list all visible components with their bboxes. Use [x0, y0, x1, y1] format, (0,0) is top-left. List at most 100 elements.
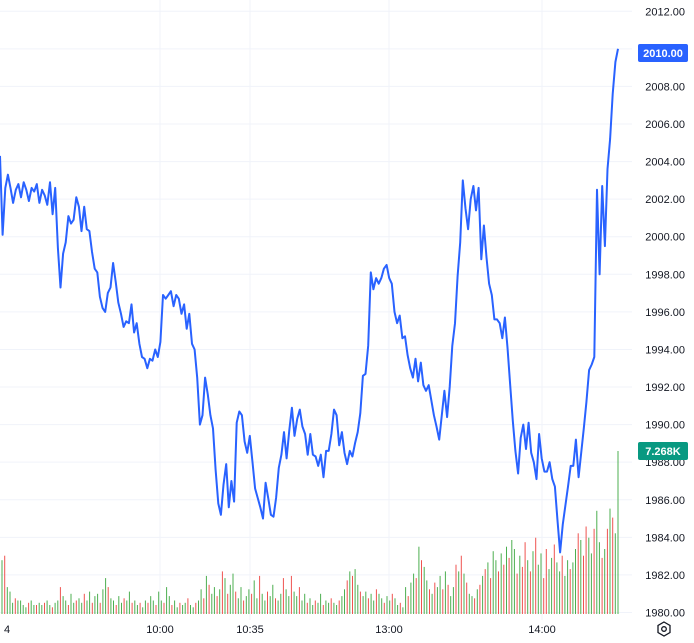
volume-bar: [423, 566, 425, 614]
volume-bar: [596, 510, 598, 614]
volume-bar: [296, 596, 298, 614]
volume-bar: [59, 587, 61, 614]
volume-bar: [174, 600, 176, 614]
volume-badge-text: 7.268K: [645, 446, 681, 458]
volume-bar: [57, 600, 59, 614]
volume-bar: [304, 593, 306, 614]
volume-bar: [78, 598, 80, 614]
volume-bar: [389, 600, 391, 614]
volume-bar: [150, 596, 152, 614]
price-badge-text: 2010.00: [643, 48, 683, 60]
volume-bar: [362, 596, 364, 614]
volume-bar: [357, 584, 359, 614]
volume-bar: [559, 571, 561, 614]
volume-bar: [490, 578, 492, 614]
volume-bar: [12, 602, 14, 614]
volume-bar: [418, 546, 420, 614]
volume-bar: [431, 593, 433, 614]
volume-bar: [487, 562, 489, 614]
volume-bar: [495, 560, 497, 614]
volume-bar: [91, 602, 93, 614]
volume-bar: [41, 605, 43, 614]
volume-bar: [452, 587, 454, 614]
volume-bar: [352, 575, 353, 614]
volume-bar: [229, 584, 231, 614]
volume-bar: [182, 605, 184, 614]
y-tick-label: 1988.00: [645, 457, 685, 469]
volume-bar: [413, 573, 415, 614]
volume-bar: [89, 591, 91, 614]
volume-bar: [442, 589, 444, 614]
volume-bar: [373, 600, 375, 614]
volume-bar: [598, 542, 600, 614]
y-tick-label: 1998.00: [645, 269, 685, 281]
y-tick-label: 2004.00: [645, 157, 685, 169]
volume-bar: [378, 593, 380, 614]
volume-bar: [216, 596, 218, 614]
volume-bar: [9, 591, 11, 614]
y-tick-label: 1992.00: [645, 382, 685, 394]
volume-bar: [232, 573, 234, 614]
volume-bar: [498, 571, 499, 614]
volume-bar: [341, 596, 343, 614]
volume-bar: [134, 600, 136, 614]
volume-bar: [606, 528, 608, 614]
volume-bar: [322, 605, 324, 614]
volume-bar: [569, 569, 571, 614]
volume-bar: [245, 596, 247, 614]
volume-bar: [166, 587, 168, 614]
volume-bar: [415, 578, 417, 614]
y-tick-label: 2012.00: [645, 6, 685, 18]
volume-bar: [383, 602, 385, 614]
y-axis[interactable]: 2012.00 2010.00 2008.00 2006.00 2004.00 2002.…: [645, 6, 685, 619]
y-tick-label: 1980.00: [645, 607, 685, 619]
volume-bar: [426, 580, 428, 614]
volume-bar: [434, 582, 436, 614]
volume-bar: [176, 607, 178, 614]
volume-bar: [282, 578, 284, 614]
volume-bar: [198, 600, 199, 614]
volume-bar: [421, 560, 422, 614]
volume-bar: [131, 602, 133, 614]
volume-bar: [264, 600, 266, 614]
volume-bar: [460, 555, 462, 614]
x-tick-label: 10:00: [146, 624, 174, 636]
volume-bar: [190, 605, 191, 614]
volume-bar: [325, 600, 327, 614]
volume-bar: [30, 600, 32, 614]
volume-bar: [25, 607, 27, 614]
x-tick-label: 14:00: [528, 624, 556, 636]
volume-bar: [168, 596, 170, 614]
volume-bar: [367, 598, 369, 614]
volume-bar: [349, 571, 351, 614]
volume-bar: [121, 602, 122, 614]
volume-bar: [508, 557, 510, 614]
volume-bar: [399, 602, 401, 614]
price-badge: 2010.00: [638, 44, 688, 62]
y-tick-label: 2008.00: [645, 81, 685, 93]
volume-bar: [1, 560, 3, 614]
x-axis[interactable]: 4 10:00 10:35 13:00 14:00: [4, 624, 556, 636]
volume-bar: [466, 582, 468, 614]
volume-bar: [275, 598, 276, 614]
volume-bar: [471, 596, 473, 614]
volume-bar: [328, 602, 330, 614]
volume-bar: [381, 598, 383, 614]
volume-bar: [49, 605, 51, 614]
volume-bar: [397, 605, 399, 614]
volume-bar: [213, 587, 215, 614]
volume-bar: [529, 571, 531, 614]
settings-gear-icon[interactable]: [655, 620, 673, 638]
volume-bar: [338, 600, 340, 614]
volume-bar: [253, 580, 255, 614]
volume-bar: [306, 602, 308, 614]
volume-bar: [256, 598, 258, 614]
volume-bar: [439, 575, 441, 614]
volume-bar: [20, 600, 22, 614]
volume-bar: [458, 571, 460, 614]
volume-bar: [269, 596, 271, 614]
volume-bar: [407, 596, 409, 614]
volume-bar: [81, 602, 83, 614]
volume-bar: [293, 591, 295, 614]
